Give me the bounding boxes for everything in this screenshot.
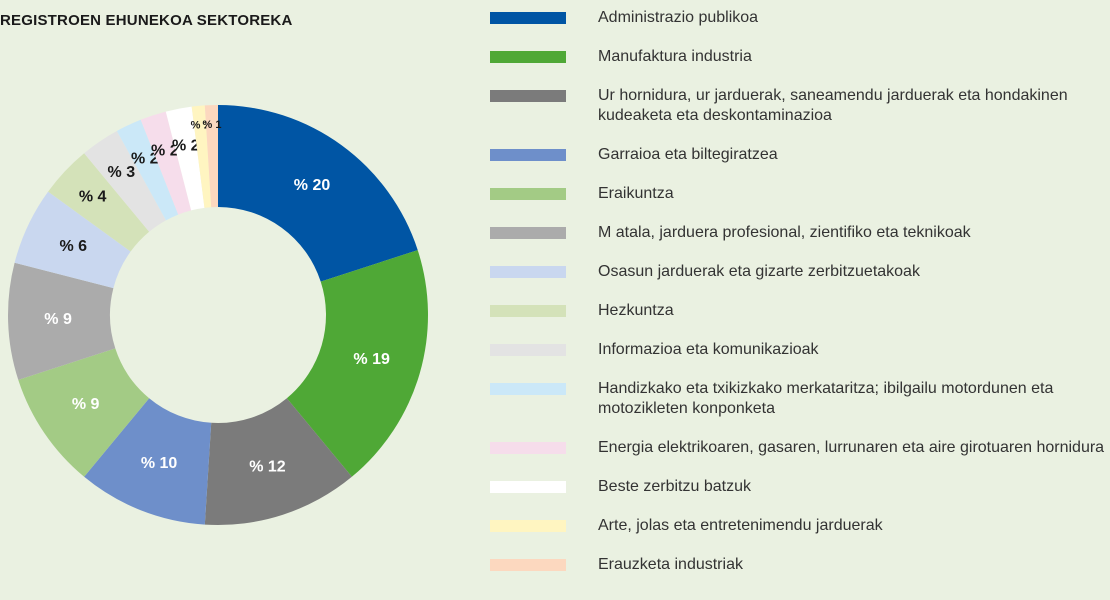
donut-segment [165, 106, 205, 211]
data-label: % 6 [59, 238, 87, 255]
legend-swatch [490, 12, 566, 24]
legend-swatch [490, 344, 566, 356]
data-label: % 19 [353, 351, 390, 368]
legend-swatch [490, 481, 566, 493]
donut-segment [18, 348, 150, 477]
legend-swatch [490, 188, 566, 200]
legend-item: M atala, jarduera profesional, zientifik… [490, 223, 1110, 243]
legend-swatch [490, 266, 566, 278]
legend-item: Hezkuntza [490, 301, 1110, 321]
legend-item: Erauzketa industriak [490, 555, 1110, 575]
donut-segment [286, 250, 428, 477]
legend-swatch [490, 305, 566, 317]
data-label: % 1 [203, 119, 222, 131]
legend-label: Osasun jarduerak eta gizarte zerbitzueta… [598, 263, 920, 280]
legend-swatch [490, 559, 566, 571]
legend: Administrazio publikoa Manufaktura indust… [490, 8, 1110, 575]
donut-chart: % 20% 19% 12% 10% 9% 9% 6% 4% 3% 2% 2% 2… [8, 105, 428, 526]
legend-label: M atala, jarduera profesional, zientifik… [598, 224, 971, 241]
data-label: % 9 [72, 396, 100, 413]
data-label: % 9 [44, 311, 72, 328]
legend-label: Garraioa eta biltegiratzea [598, 146, 778, 163]
data-label: % 2 [172, 137, 200, 154]
legend-label: Administrazio publikoa [598, 9, 759, 26]
data-label: % 3 [108, 164, 136, 181]
data-label: % 20 [294, 177, 331, 194]
legend-label: Eraikuntza [598, 185, 674, 202]
legend-label: Hezkuntza [598, 302, 674, 319]
data-label: % 1 [191, 120, 210, 132]
legend-label: Beste zerbitzu batzuk [598, 478, 751, 495]
legend-swatch [490, 442, 566, 454]
legend-item: Informazioa eta komunikazioak [490, 340, 1110, 360]
legend-label: Arte, jolas eta entretenimendu jarduerak [598, 517, 883, 534]
legend-swatch [490, 149, 566, 161]
legend-swatch [490, 227, 566, 239]
donut-segment [84, 398, 212, 525]
legend-label: Energia elektrikoaren, gasaren, lurrunar… [598, 439, 1105, 456]
legend-item: Arte, jolas eta entretenimendu jarduerak [490, 516, 1110, 536]
chart-title: REGISTROEN EHUNEKOA SEKTOREKA [0, 12, 293, 29]
data-label: % 10 [141, 455, 178, 472]
donut-segment [14, 191, 131, 289]
donut-segment [218, 105, 418, 282]
legend-swatch [490, 51, 566, 63]
donut-segment [204, 105, 218, 208]
legend-item: Manufaktura industria [490, 47, 1110, 67]
legend-item: Handizkako eta txikizkako merkataritza; … [490, 379, 1110, 419]
donut-segment [8, 262, 116, 380]
legend-label: Ur hornidura, ur jarduerak, saneamendu j… [598, 87, 1068, 124]
donut-segment [204, 398, 352, 526]
donut-segment [48, 153, 150, 252]
legend-label: Informazioa eta komunikazioak [598, 341, 819, 358]
legend-swatch [490, 383, 566, 395]
legend-label: Erauzketa industriak [598, 556, 743, 573]
legend-item: Ur hornidura, ur jarduerak, saneamendu j… [490, 86, 1110, 126]
data-label: % 2 [131, 151, 159, 168]
legend-swatch [490, 90, 566, 102]
legend-item: Osasun jarduerak eta gizarte zerbitzueta… [490, 262, 1110, 282]
donut-segment [116, 119, 179, 221]
legend-item: Beste zerbitzu batzuk [490, 477, 1110, 497]
legend-item: Administrazio publikoa [490, 8, 1110, 28]
legend-item: Energia elektrikoaren, gasaren, lurrunar… [490, 438, 1110, 458]
donut-segment [140, 111, 192, 215]
legend-swatch [490, 520, 566, 532]
legend-item: Garraioa eta biltegiratzea [490, 145, 1110, 165]
data-label: % 4 [79, 188, 107, 205]
legend-label: Handizkako eta txikizkako merkataritza; … [598, 380, 1054, 417]
legend-label: Manufaktura industria [598, 48, 752, 65]
legend-item: Eraikuntza [490, 184, 1110, 204]
donut-segment [191, 105, 212, 208]
donut-segment [84, 130, 166, 232]
data-label: % 12 [249, 458, 286, 475]
data-label: % 2 [151, 143, 179, 160]
